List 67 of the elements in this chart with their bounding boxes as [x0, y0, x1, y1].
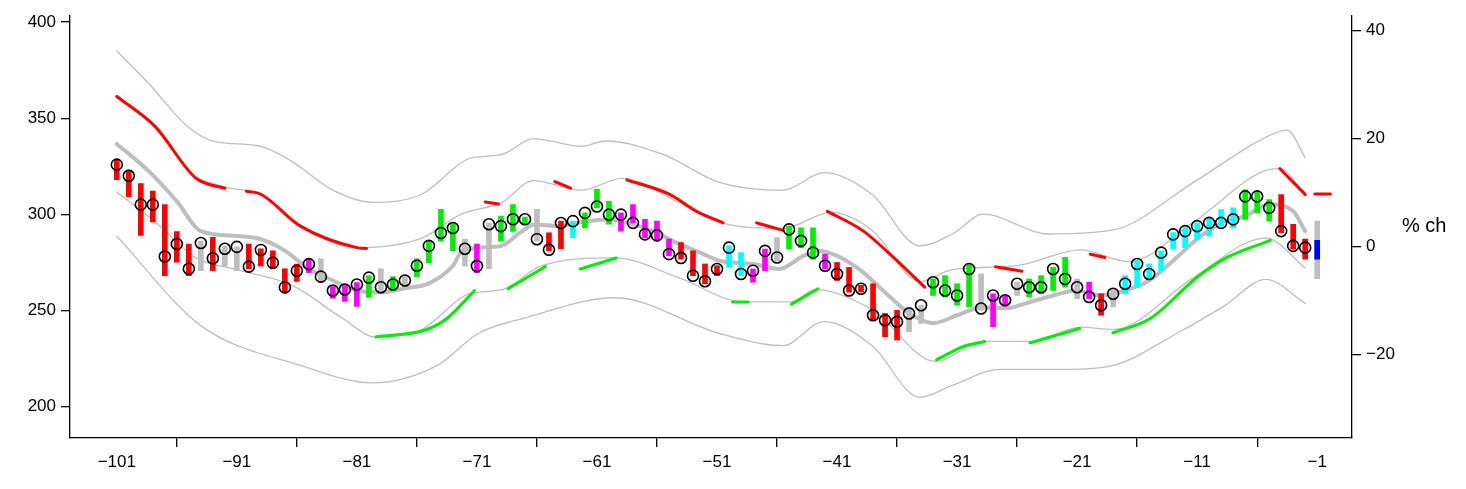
bar: [978, 273, 984, 311]
bar: [642, 219, 648, 238]
bar: [546, 232, 552, 252]
bar: [378, 268, 384, 291]
x-tick-label: −71: [462, 451, 492, 471]
bar: [774, 237, 780, 262]
bar: [186, 243, 192, 277]
bar: [1278, 194, 1285, 233]
line-series: [116, 235, 1306, 398]
y-tick-label: 350: [27, 107, 56, 127]
x-tick-label: −81: [342, 451, 372, 471]
bar: [234, 246, 240, 272]
y-tick-label: 250: [27, 299, 56, 319]
bar: [726, 245, 732, 268]
bar: [990, 293, 996, 328]
bar: [570, 220, 576, 238]
bar: [1182, 227, 1188, 248]
x-tick-label: −21: [1062, 451, 1092, 471]
y-tick-label: 300: [27, 203, 56, 223]
x-tick-label: −31: [942, 451, 972, 471]
y2-tick-label: 20: [1366, 128, 1385, 148]
bar: [738, 252, 744, 277]
line-series: [116, 50, 1306, 247]
bar: [450, 222, 456, 252]
x-tick-label: −1: [1307, 451, 1327, 471]
x-tick-label: −51: [702, 451, 732, 471]
bar: [1290, 224, 1297, 250]
bar: [258, 248, 264, 267]
bar: [762, 248, 768, 272]
bar: [930, 278, 936, 296]
bar: [630, 204, 636, 224]
bar: [366, 275, 372, 298]
x-tick-label: −41: [822, 451, 852, 471]
bar: [1170, 232, 1176, 250]
bar: [354, 282, 360, 307]
x-tick-label: −11: [1183, 451, 1211, 471]
bar: [558, 220, 564, 250]
bar: [198, 240, 204, 272]
y2-tick-label: 40: [1366, 20, 1385, 40]
bar: [702, 263, 708, 285]
bar: [486, 222, 492, 270]
y2-tick-label: 0: [1366, 236, 1376, 256]
bar: [1218, 209, 1224, 227]
bar: [786, 225, 792, 250]
y2-tick-label: −20: [1366, 344, 1395, 364]
bar: [137, 183, 144, 236]
y2-axis-title: % ch: [1402, 214, 1447, 237]
bar: [246, 243, 252, 270]
bar: [1086, 281, 1092, 300]
x-tick-label: −101: [97, 451, 136, 471]
bar: [690, 250, 696, 277]
line-series: [116, 191, 1306, 362]
bar: [1314, 240, 1321, 260]
bar: [1194, 222, 1200, 240]
x-tick-label: −61: [582, 451, 612, 471]
x-tick-label: −91: [222, 451, 252, 471]
bar: [162, 204, 168, 277]
bar: [846, 267, 852, 293]
y-tick-label: 200: [27, 395, 56, 415]
bar: [678, 242, 684, 260]
bar: [534, 208, 540, 242]
bar: [966, 263, 972, 308]
bar: [1050, 267, 1056, 291]
bar: [870, 283, 876, 321]
y-tick-label: 400: [27, 11, 56, 31]
bar: [1158, 250, 1164, 272]
bar: [1134, 260, 1140, 288]
